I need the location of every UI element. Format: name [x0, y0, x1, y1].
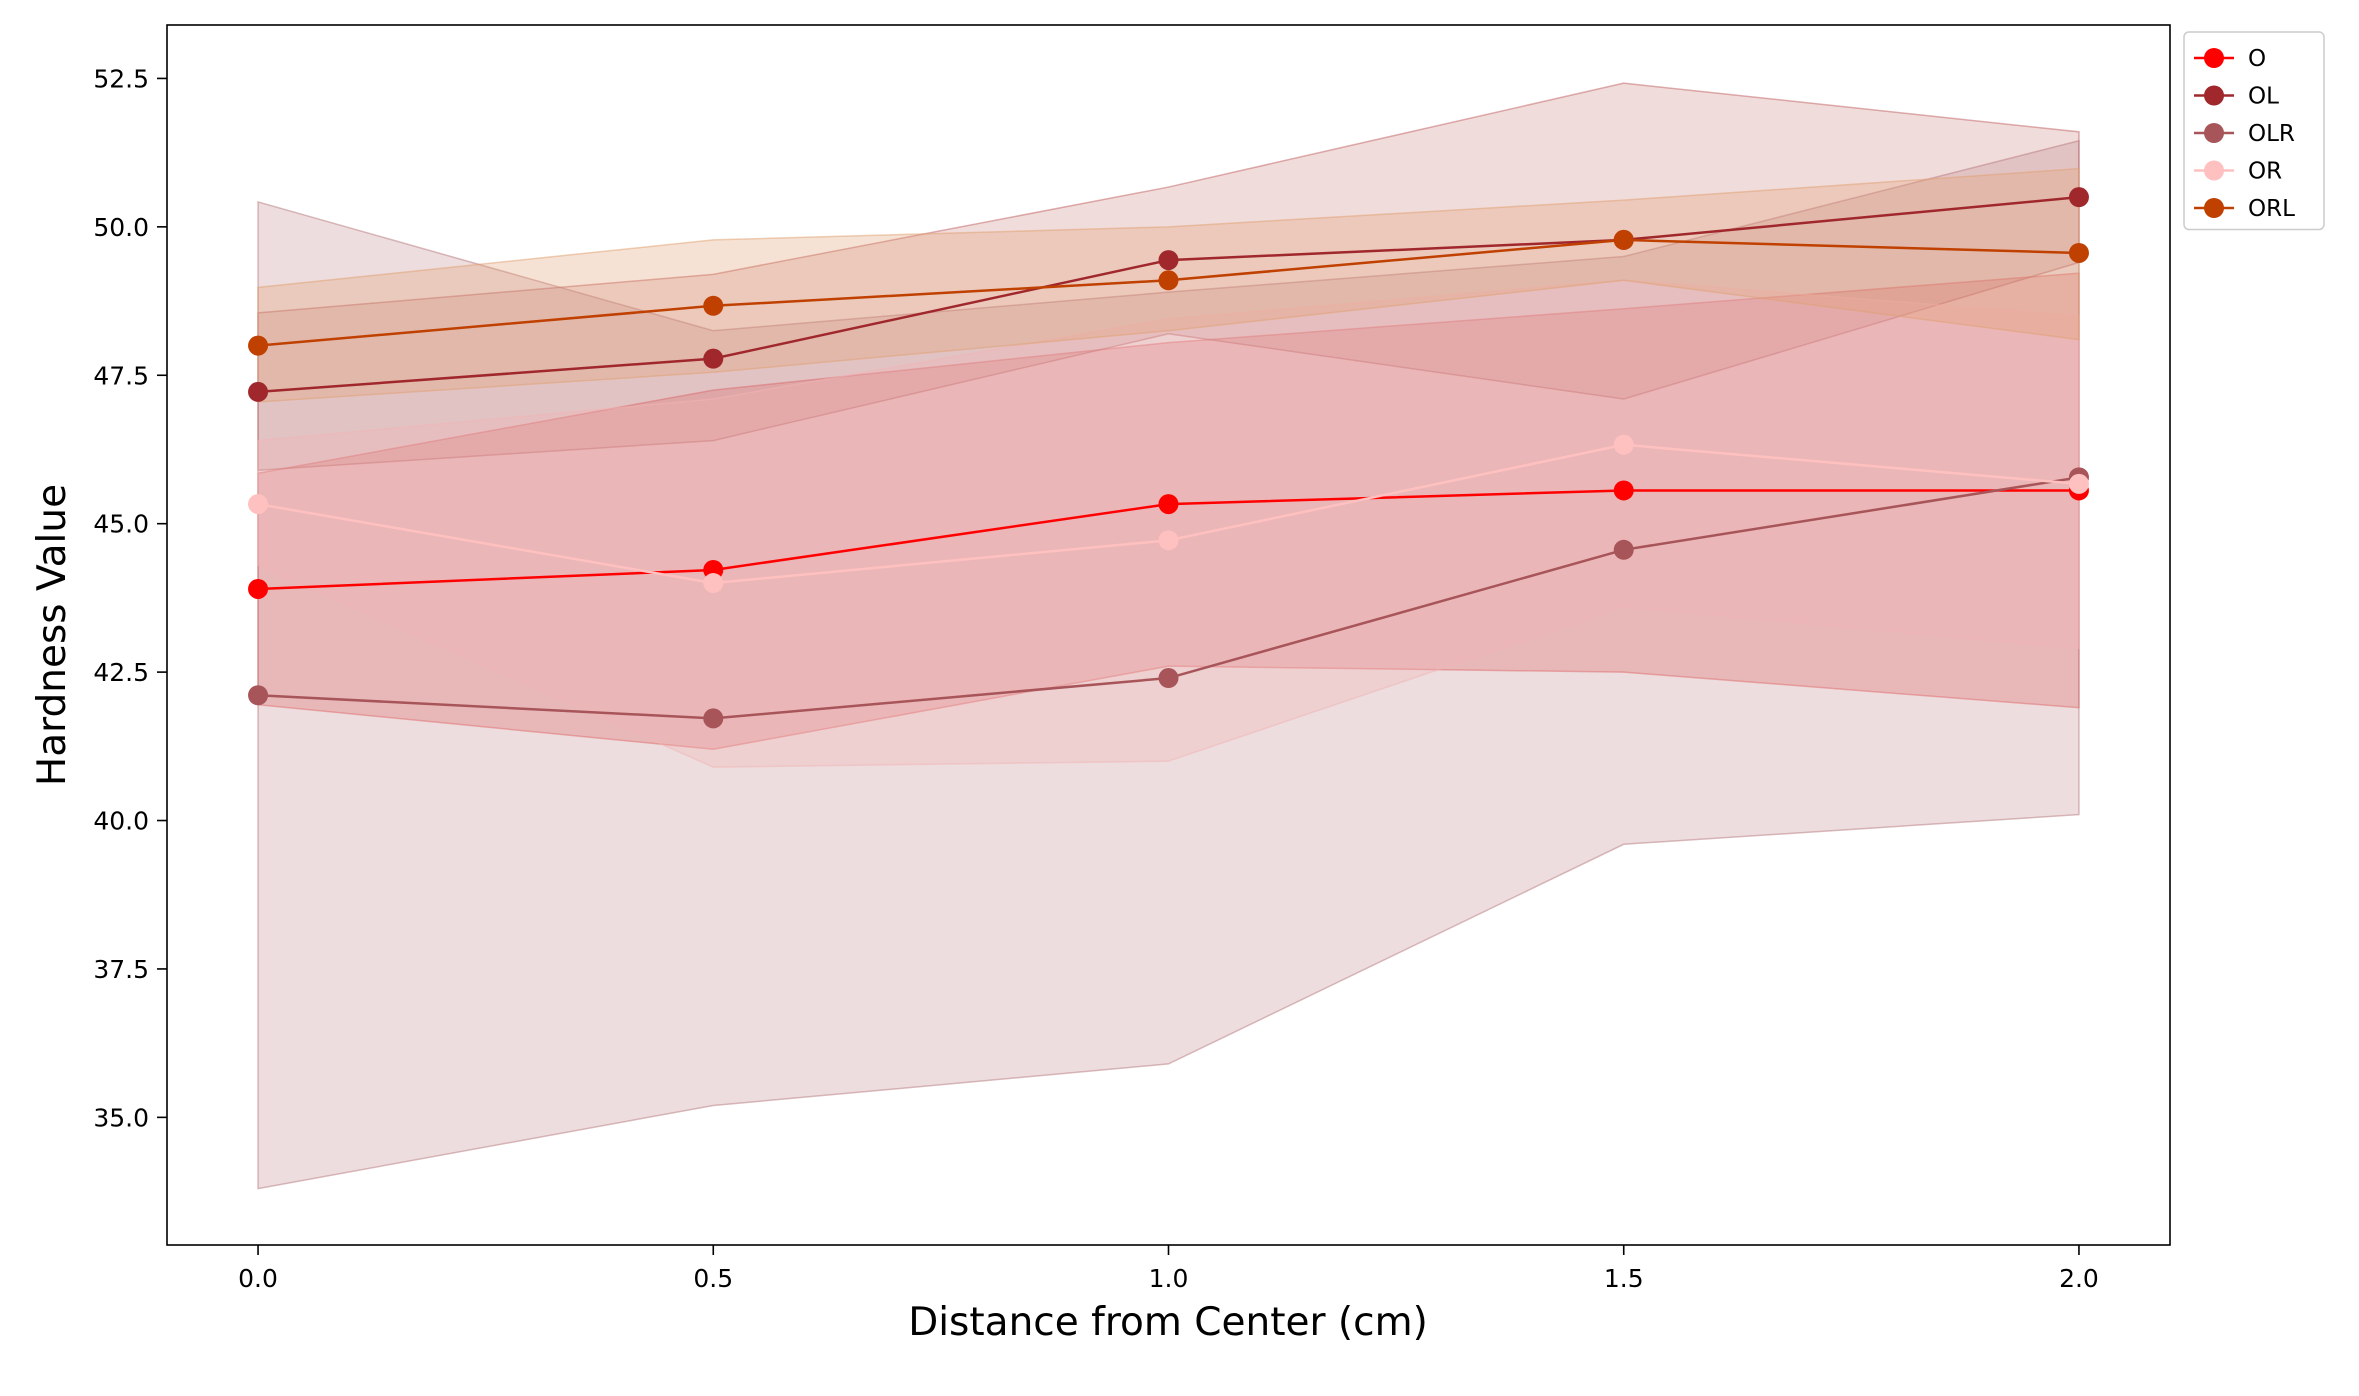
- point-olr-2: [1158, 668, 1179, 689]
- point-ol-4: [2068, 187, 2089, 208]
- point-or-2: [1158, 530, 1179, 551]
- point-orl-0: [248, 335, 269, 356]
- x-axis: 0.0 0.5 1.0 1.5 2.0: [238, 1245, 2099, 1293]
- legend-marker-orl: [2204, 198, 2224, 218]
- point-orl-4: [2068, 242, 2089, 263]
- point-ol-1: [703, 348, 724, 369]
- legend-marker-ol: [2204, 85, 2224, 106]
- point-orl-3: [1613, 229, 1634, 250]
- confidence-bands: [257, 82, 2080, 1190]
- y-axis-label: Hardness Value: [30, 484, 75, 786]
- point-or-1: [703, 573, 724, 594]
- legend-label-olr: OLR: [2248, 121, 2295, 147]
- x-tick-label: 0.0: [238, 1264, 278, 1293]
- y-tick-label: 42.5: [93, 658, 149, 687]
- legend-marker-or: [2204, 160, 2224, 181]
- legend-marker-olr: [2204, 123, 2224, 143]
- point-or-4: [2068, 473, 2089, 494]
- x-tick-label: 1.5: [1604, 1264, 1644, 1293]
- y-tick-label: 50.0: [93, 213, 149, 242]
- legend-label-or: OR: [2248, 159, 2282, 185]
- point-orl-2: [1158, 270, 1179, 291]
- point-ol-2: [1158, 250, 1179, 271]
- y-axis: 35.0 37.5 40.0 42.5 45.0 47.5 50.0 52.5: [93, 64, 167, 1132]
- x-axis-label: Distance from Center (cm): [908, 1300, 1428, 1345]
- series-markers: [248, 187, 2089, 729]
- point-or-3: [1613, 434, 1634, 455]
- legend-box: [2183, 31, 2325, 231]
- point-o-3: [1613, 480, 1634, 501]
- legend-marker-o: [2204, 48, 2224, 68]
- point-or-0: [248, 494, 269, 515]
- legend-label-ol: OL: [2248, 84, 2279, 110]
- x-tick-label: 0.5: [693, 1264, 733, 1293]
- x-tick-label: 1.0: [1149, 1264, 1189, 1293]
- legend-label-o: O: [2248, 46, 2266, 72]
- point-olr-1: [703, 708, 724, 729]
- point-orl-1: [703, 295, 724, 316]
- y-tick-label: 47.5: [93, 361, 149, 390]
- point-olr-0: [248, 685, 269, 706]
- point-ol-0: [248, 381, 269, 402]
- point-olr-3: [1613, 539, 1634, 560]
- point-o-0: [248, 578, 269, 599]
- x-tick-label: 2.0: [2059, 1264, 2099, 1293]
- legend-label-orl: ORL: [2248, 196, 2295, 222]
- y-tick-label: 52.5: [93, 64, 149, 93]
- y-tick-label: 40.0: [93, 807, 149, 836]
- band-or: [257, 279, 2080, 768]
- band-olr: [257, 139, 2080, 1190]
- point-o-2: [1158, 494, 1179, 515]
- y-tick-label: 45.0: [93, 510, 149, 539]
- legend: O OL OLR OR ORL: [2183, 31, 2325, 231]
- y-tick-label: 35.0: [93, 1103, 149, 1132]
- y-tick-label: 37.5: [93, 955, 149, 984]
